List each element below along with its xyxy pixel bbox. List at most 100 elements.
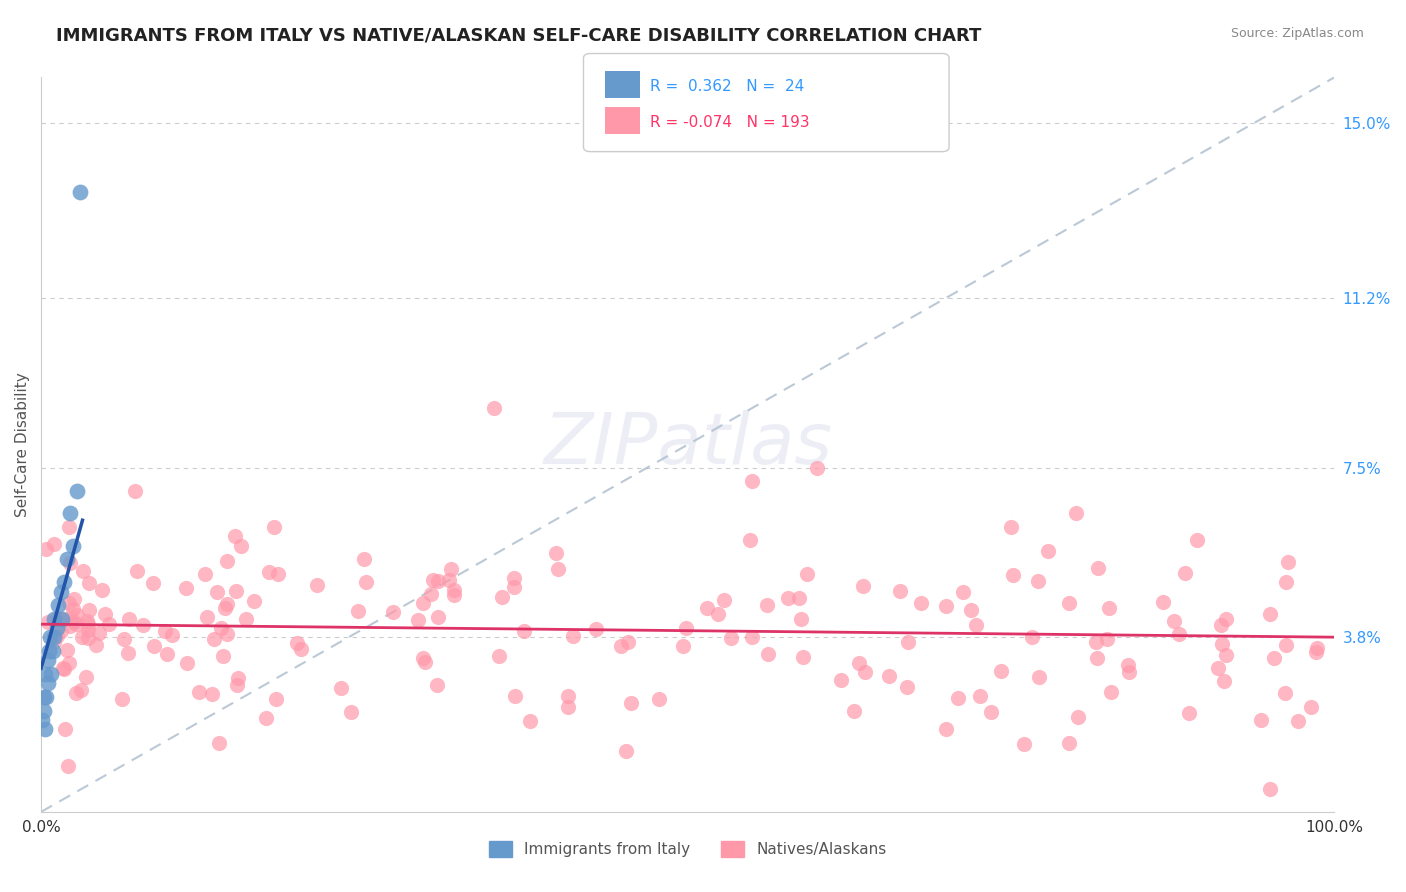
Point: [211, 649, 233, 664]
Point: [1258, 781, 1281, 796]
Point: [42, 612, 65, 626]
Point: [491, 590, 513, 604]
Point: [162, 628, 184, 642]
Point: [1026, 574, 1049, 589]
Point: [1021, 630, 1043, 644]
Point: [879, 668, 901, 682]
Point: [266, 566, 288, 581]
Point: [38, 644, 60, 658]
Point: [896, 680, 918, 694]
Point: [741, 630, 763, 644]
Point: [851, 579, 873, 593]
Point: [406, 613, 429, 627]
Point: [792, 650, 814, 665]
Point: [420, 587, 443, 601]
Point: [427, 610, 450, 624]
Point: [1258, 607, 1281, 622]
Point: [1028, 670, 1050, 684]
Point: [503, 689, 526, 703]
Point: [1064, 507, 1087, 521]
Point: [194, 567, 217, 582]
Point: [848, 656, 870, 670]
Point: [46, 599, 69, 613]
Point: [557, 690, 579, 704]
Point: [1152, 595, 1174, 609]
Point: [1213, 673, 1236, 688]
Point: [1178, 706, 1201, 720]
Point: [76, 614, 98, 628]
Point: [59, 619, 82, 633]
Point: [513, 624, 536, 638]
Point: [1250, 713, 1272, 727]
Point: [53, 575, 76, 590]
Point: [1185, 533, 1208, 547]
Point: [756, 598, 779, 612]
Point: [422, 573, 444, 587]
Point: [1209, 617, 1232, 632]
Point: [1286, 714, 1309, 728]
Point: [63, 615, 86, 629]
Point: [235, 612, 257, 626]
Point: [696, 600, 718, 615]
Point: [174, 581, 197, 595]
Point: [156, 647, 179, 661]
Point: [672, 639, 695, 653]
Point: [208, 736, 231, 750]
Point: [980, 705, 1002, 719]
Point: [720, 631, 742, 645]
Point: [1174, 566, 1197, 581]
Point: [1211, 637, 1233, 651]
Point: [675, 621, 697, 635]
Point: [66, 483, 89, 498]
Point: [503, 571, 526, 585]
Point: [125, 564, 148, 578]
Y-axis label: Self-Care Disability: Self-Care Disability: [15, 372, 30, 517]
Point: [1263, 651, 1285, 665]
Point: [305, 578, 328, 592]
Point: [42, 644, 65, 658]
Point: [707, 607, 730, 622]
Point: [91, 583, 114, 598]
Point: [34, 667, 56, 681]
Point: [1059, 736, 1081, 750]
Point: [790, 612, 813, 626]
Point: [217, 627, 239, 641]
Point: [65, 617, 87, 632]
Point: [215, 554, 238, 568]
Point: [97, 617, 120, 632]
Point: [546, 546, 568, 560]
Point: [112, 632, 135, 646]
Point: [1057, 596, 1080, 610]
Point: [339, 705, 361, 719]
Point: [77, 603, 100, 617]
Point: [111, 691, 134, 706]
Point: [200, 687, 222, 701]
Point: [1215, 648, 1237, 663]
Point: [49, 584, 72, 599]
Point: [965, 618, 987, 632]
Point: [354, 574, 377, 589]
Point: [32, 704, 55, 718]
Point: [440, 562, 463, 576]
Point: [1208, 661, 1230, 675]
Point: [39, 631, 62, 645]
Point: [45, 629, 67, 643]
Point: [214, 600, 236, 615]
Point: [1305, 641, 1327, 656]
Point: [65, 686, 87, 700]
Point: [1097, 632, 1119, 647]
Point: [243, 593, 266, 607]
Point: [617, 634, 640, 648]
Point: [205, 584, 228, 599]
Point: [118, 612, 141, 626]
Point: [263, 519, 285, 533]
Point: [830, 673, 852, 687]
Point: [45, 611, 67, 625]
Point: [42, 631, 65, 645]
Point: [143, 639, 166, 653]
Point: [202, 632, 225, 647]
Point: [254, 711, 277, 725]
Point: [806, 460, 828, 475]
Point: [209, 621, 232, 635]
Text: ZIPatlas: ZIPatlas: [543, 410, 832, 479]
